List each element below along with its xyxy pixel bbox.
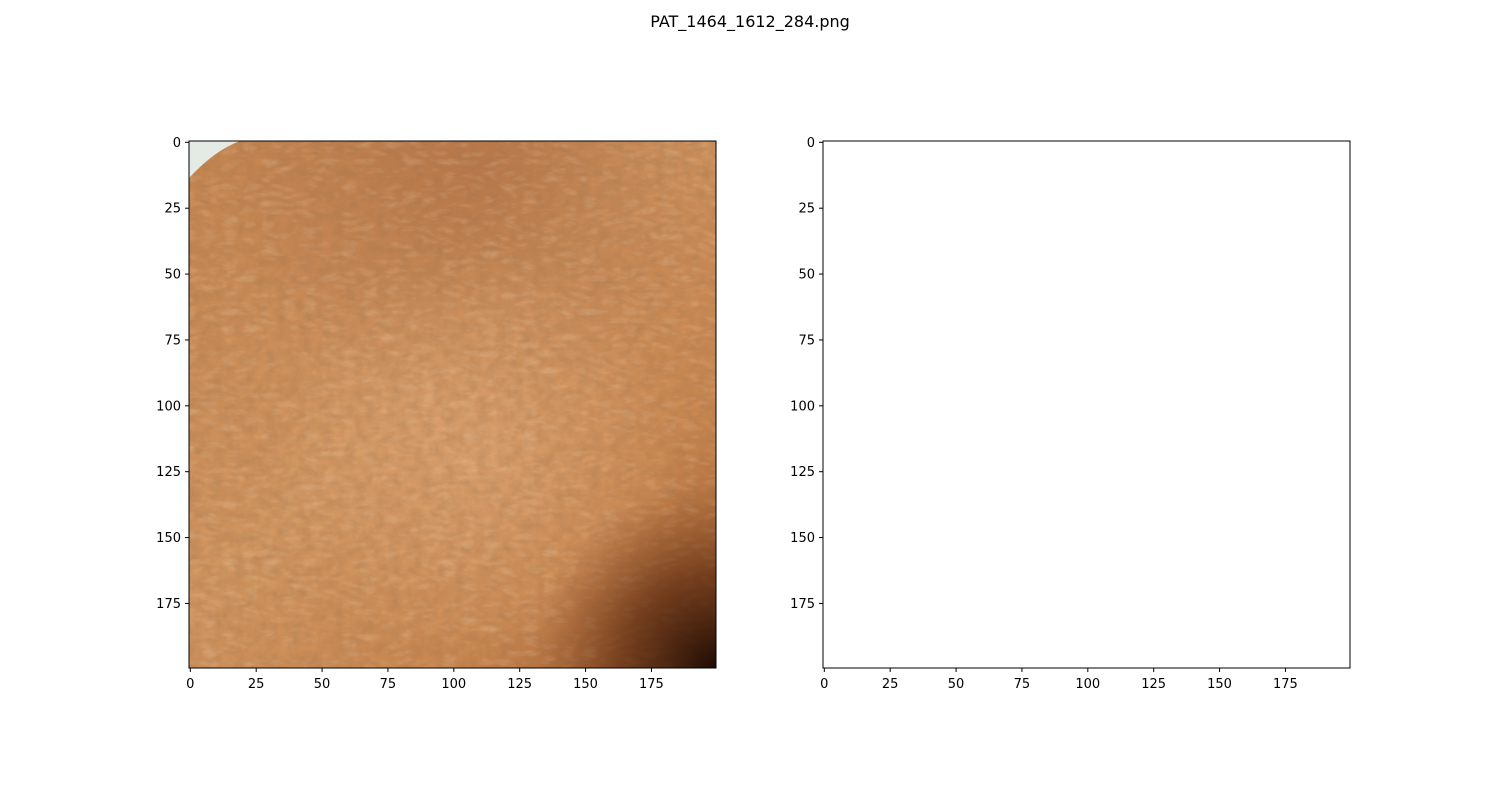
- right-x-tick-label: 100: [1075, 677, 1100, 692]
- right-y-tick-label: 150: [790, 531, 815, 546]
- right-x-tick-label: 125: [1141, 677, 1166, 692]
- skin-texture-image: [189, 141, 716, 668]
- right-x-axis: 0 25 50 75 100 125 150 175: [820, 668, 1298, 692]
- right-x-tick-label: 150: [1207, 677, 1232, 692]
- skin-photo-panel: 0 25 50 75 100 125 150 175 0 25 50 75 100 125 150 175: [156, 136, 717, 692]
- left-x-tick-label: 75: [380, 677, 397, 692]
- right-y-tick-label: 0: [807, 136, 815, 151]
- left-x-tick-label: 100: [441, 677, 466, 692]
- right-y-tick-label: 25: [798, 202, 815, 217]
- left-y-tick-label: 0: [173, 136, 181, 151]
- left-y-tick-label: 100: [156, 399, 181, 414]
- left-x-tick-label: 175: [639, 677, 664, 692]
- left-y-tick-label: 125: [156, 465, 181, 480]
- left-y-tick-label: 175: [156, 597, 181, 612]
- right-y-tick-label: 175: [790, 597, 815, 612]
- left-y-tick-label: 50: [164, 268, 181, 283]
- right-y-tick-label: 50: [798, 268, 815, 283]
- right-x-tick-label: 25: [882, 677, 899, 692]
- right-x-tick-label: 75: [1014, 677, 1031, 692]
- right-y-tick-label: 75: [798, 333, 815, 348]
- left-x-tick-label: 150: [573, 677, 598, 692]
- left-y-tick-label: 75: [164, 333, 181, 348]
- figure-title: PAT_1464_1612_284.png: [650, 12, 850, 31]
- right-axes-frame: [822, 140, 1351, 669]
- background-corner: [189, 141, 240, 178]
- left-x-tick-label: 0: [186, 677, 194, 692]
- right-x-tick-label: 50: [948, 677, 965, 692]
- right-y-tick-label: 100: [790, 399, 815, 414]
- left-x-tick-label: 25: [248, 677, 265, 692]
- left-y-axis: 0 25 50 75 100 125 150 175: [156, 136, 189, 612]
- right-y-axis: 0 25 50 75 100 125 150 175: [790, 136, 823, 612]
- right-x-tick-label: 0: [820, 677, 828, 692]
- blank-mask-panel: 0 25 50 75 100 125 150 175 0 25 50 75 100 125 150 175: [790, 136, 1351, 692]
- right-x-tick-label: 175: [1273, 677, 1298, 692]
- left-x-tick-label: 50: [314, 677, 331, 692]
- left-y-tick-label: 25: [164, 202, 181, 217]
- left-y-tick-label: 150: [156, 531, 181, 546]
- left-axes-frame: [188, 140, 717, 669]
- left-x-axis: 0 25 50 75 100 125 150 175: [186, 668, 664, 692]
- left-x-tick-label: 125: [507, 677, 532, 692]
- right-y-tick-label: 125: [790, 465, 815, 480]
